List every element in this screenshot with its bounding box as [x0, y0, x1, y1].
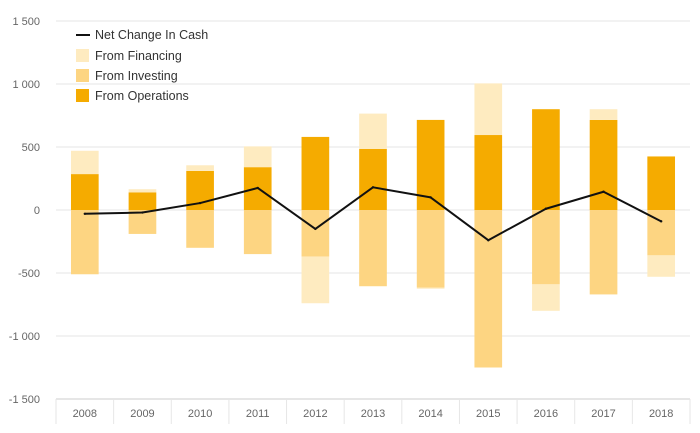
x-tick-label-2015: 2015 [476, 408, 500, 420]
bar-from-financing-2015 [474, 83, 503, 136]
x-tick-label-2018: 2018 [649, 408, 673, 420]
x-tick-label-2009: 2009 [130, 408, 154, 420]
bar-from-investing-2017 [589, 210, 618, 295]
x-tick-label-2010: 2010 [188, 408, 212, 420]
net-change-point-2016 [544, 207, 548, 210]
y-tick-label-2: 500 [22, 142, 40, 154]
legend-label-financing: From Financing [95, 49, 182, 63]
y-tick-label-5: -1 000 [9, 331, 40, 343]
y-tick-label-0: 1 500 [12, 16, 40, 28]
y-tick-label-6: -1 500 [9, 394, 40, 406]
bar-from-investing-2012 [301, 210, 330, 257]
bar-from-investing-2009 [128, 210, 157, 234]
bar-from-investing-2008 [70, 210, 99, 275]
net-change-point-2015 [487, 239, 490, 242]
bar-from-investing-2011 [243, 210, 272, 255]
legend-item-net-change[interactable]: Net Change In Cash [76, 28, 208, 42]
legend-label-net-change: Net Change In Cash [95, 28, 208, 42]
net-change-point-2010 [198, 201, 202, 205]
axes: 1 500 1 000 500 0 -500 -1 000 -1 500 2008 2009 20… [9, 16, 691, 424]
legend-item-financing[interactable]: From Financing [76, 49, 182, 63]
bar-from-operations-2018 [647, 156, 676, 210]
bar-from-operations-2013 [359, 148, 387, 210]
bar-from-operations-2016 [532, 109, 560, 210]
bar-from-financing-2010 [186, 165, 214, 171]
x-tick-label-2014: 2014 [418, 408, 442, 420]
x-tick-label-2008: 2008 [73, 408, 97, 420]
net-change-point-2012 [314, 227, 317, 231]
bar-from-financing-2018 [647, 255, 676, 277]
net-change-line-series [83, 186, 663, 242]
bar-from-financing-2014 [416, 287, 445, 289]
bar-from-investing-2013 [359, 210, 387, 287]
y-tick-label-1: 1 000 [12, 79, 40, 91]
legend-swatch-operations [76, 89, 89, 102]
bar-from-operations-2008 [70, 174, 99, 210]
bar-series [70, 83, 676, 368]
x-tick-label-2012: 2012 [303, 408, 327, 420]
legend-swatch-financing [76, 49, 89, 62]
legend-item-investing[interactable]: From Investing [76, 69, 178, 83]
net-change-point-2014 [429, 196, 432, 199]
bar-from-financing-2011 [243, 146, 272, 168]
legend: Net Change In Cash From Financing From I… [76, 28, 208, 103]
net-change-point-2011 [256, 186, 259, 190]
bar-from-operations-2015 [474, 135, 503, 210]
y-tick-label-3: 0 [34, 205, 40, 217]
x-tick-label-2011: 2011 [246, 408, 270, 420]
y-tick-label-4: -500 [18, 268, 40, 280]
net-change-point-2013 [371, 186, 375, 189]
net-change-point-2018 [659, 220, 663, 223]
bar-from-financing-2017 [589, 109, 618, 120]
bar-from-financing-2016 [532, 284, 560, 311]
bar-from-financing-2012 [301, 256, 330, 304]
bar-from-investing-2014 [416, 210, 445, 288]
net-change-point-2008 [83, 212, 87, 215]
net-change-point-2009 [141, 211, 144, 214]
bar-from-financing-2013 [359, 113, 387, 149]
legend-label-operations: From Operations [95, 89, 189, 103]
bar-from-investing-2016 [532, 210, 560, 285]
x-tick-label-2016: 2016 [534, 408, 558, 420]
bar-from-financing-2009 [128, 189, 157, 193]
legend-swatch-investing [76, 69, 89, 82]
bar-from-operations-2009 [128, 192, 157, 210]
legend-label-investing: From Investing [95, 69, 178, 83]
legend-item-operations[interactable]: From Operations [76, 89, 189, 103]
net-change-point-2017 [602, 190, 605, 193]
x-tick-label-2017: 2017 [591, 408, 615, 420]
bar-from-financing-2008 [70, 150, 99, 175]
bar-from-investing-2010 [186, 210, 214, 248]
bar-from-operations-2012 [301, 136, 330, 210]
x-tick-label-2013: 2013 [361, 408, 385, 420]
